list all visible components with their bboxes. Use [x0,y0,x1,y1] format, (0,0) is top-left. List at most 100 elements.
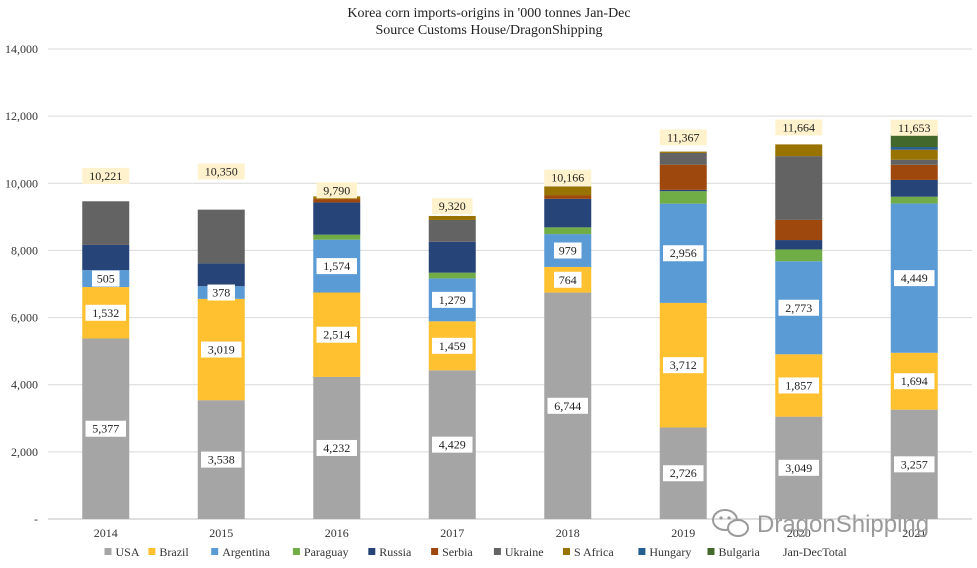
legend-label: USA [116,545,140,559]
total-label-box [775,119,823,136]
data-label: 3,538 [208,453,235,467]
data-label: 4,449 [901,271,928,285]
bar-segment [775,144,823,157]
bar-segment [890,133,938,148]
legend: USA Brazil Argentina Paraguay Russia Serbia Uk… [104,545,847,559]
bar-segment [544,186,592,196]
data-label-box [207,284,235,301]
y-tick-label: 12,000 [5,109,38,123]
data-label-box [778,459,819,476]
total-label: 9,320 [439,199,466,213]
bar-segment [659,164,707,190]
total-label: 11,367 [667,130,700,144]
bar-segment [659,152,707,165]
data-label-box [894,270,935,287]
data-label-box [85,420,126,437]
data-label: 979 [559,244,577,258]
y-tick-label: 14,000 [5,42,38,56]
x-tick-label: 2015 [209,526,233,540]
y-tick-label: - [34,512,38,526]
data-label-box [201,451,242,468]
bar-segment [428,241,476,273]
bar-segment [890,147,938,150]
total-label: 10,166 [551,171,584,185]
data-label-box [894,456,935,473]
total-label-box [544,169,592,186]
bar-segment [82,244,130,271]
data-label: 1,459 [439,339,466,353]
bar-segment [544,198,592,228]
bar-segment [544,227,592,235]
bar-segment [890,179,938,197]
bar-segment [890,196,938,204]
data-label: 3,257 [901,457,928,471]
data-label: 378 [212,286,230,300]
x-tick-label: 2017 [440,526,464,540]
bar-segment [197,263,245,287]
y-tick-label: 4,000 [11,378,38,392]
wechat-icon [712,509,749,537]
legend-label: Hungary [649,545,691,559]
legend-label: Brazil [159,545,189,559]
x-tick-label: 2019 [671,526,695,540]
data-label: 1,279 [439,293,466,307]
data-label-box [432,436,473,453]
y-axis: - 2,000 4,000 6,000 8,000 10,000 12,000 14,000 [5,42,38,526]
data-label-box [201,341,242,358]
data-label: 6,744 [554,399,581,413]
total-label-box [316,182,357,199]
legend-swatch [211,548,219,555]
bar-segment [775,249,823,262]
bar-segment [428,215,476,220]
data-label-box [894,373,935,390]
data-label-box [778,377,819,394]
legend-label: S Africa [574,545,614,559]
bar-segment [544,195,592,199]
total-label-box [659,129,707,146]
total-label-box [197,163,245,180]
legend-label: Bulgaria [719,545,761,559]
legend-label: Serbia [442,545,473,559]
total-label: 9,790 [323,183,350,197]
total-label-box [82,167,130,184]
bar-segment [890,149,938,160]
x-axis: 2014 2015 2016 2017 2018 2019 2020 2021 [94,526,927,540]
data-label-box [432,337,473,354]
legend-label: Ukraine [505,545,544,559]
data-label-box [547,397,588,414]
legend-swatch [292,548,300,555]
data-label-box [316,439,357,456]
bar-segment [659,191,707,204]
legend-swatch [638,548,646,555]
bar-segment [313,234,361,240]
chart-subtitle: Source Customs House/DragonShipping [375,23,602,38]
gridlines [48,48,972,520]
y-tick-label: 8,000 [11,243,38,257]
bars: 5,377 1,532 505 3,538 3,019 378 4,232 2,514 1,57… [82,133,938,519]
total-label: 11,653 [898,121,931,135]
data-label: 3,712 [670,358,697,372]
total-labels: 10,221 10,350 9,790 9,320 10,166 11,367 11,664… [82,119,938,215]
bar-segment [775,156,823,220]
bar-segment [428,219,476,242]
data-label-box [554,271,582,288]
y-tick-label: 10,000 [5,176,38,190]
bar-segment [659,151,707,153]
data-label: 4,232 [323,441,350,455]
data-label: 1,694 [901,374,928,388]
total-label: 11,664 [782,120,815,134]
bar-segment [775,240,823,250]
x-tick-label: 2020 [787,526,811,540]
bar-segment [82,201,130,245]
data-label-box [663,357,704,374]
bar-segment [890,159,938,165]
legend-swatch [368,548,376,555]
legend-swatch [707,548,715,555]
data-label: 1,574 [323,259,350,273]
bar-segment [890,164,938,180]
chart-title: Korea corn imports-origins in '000 tonne… [347,6,630,21]
data-label-box [663,245,704,262]
y-tick-label: 2,000 [11,445,38,459]
data-label: 2,773 [785,301,812,315]
legend-swatch [431,548,439,555]
